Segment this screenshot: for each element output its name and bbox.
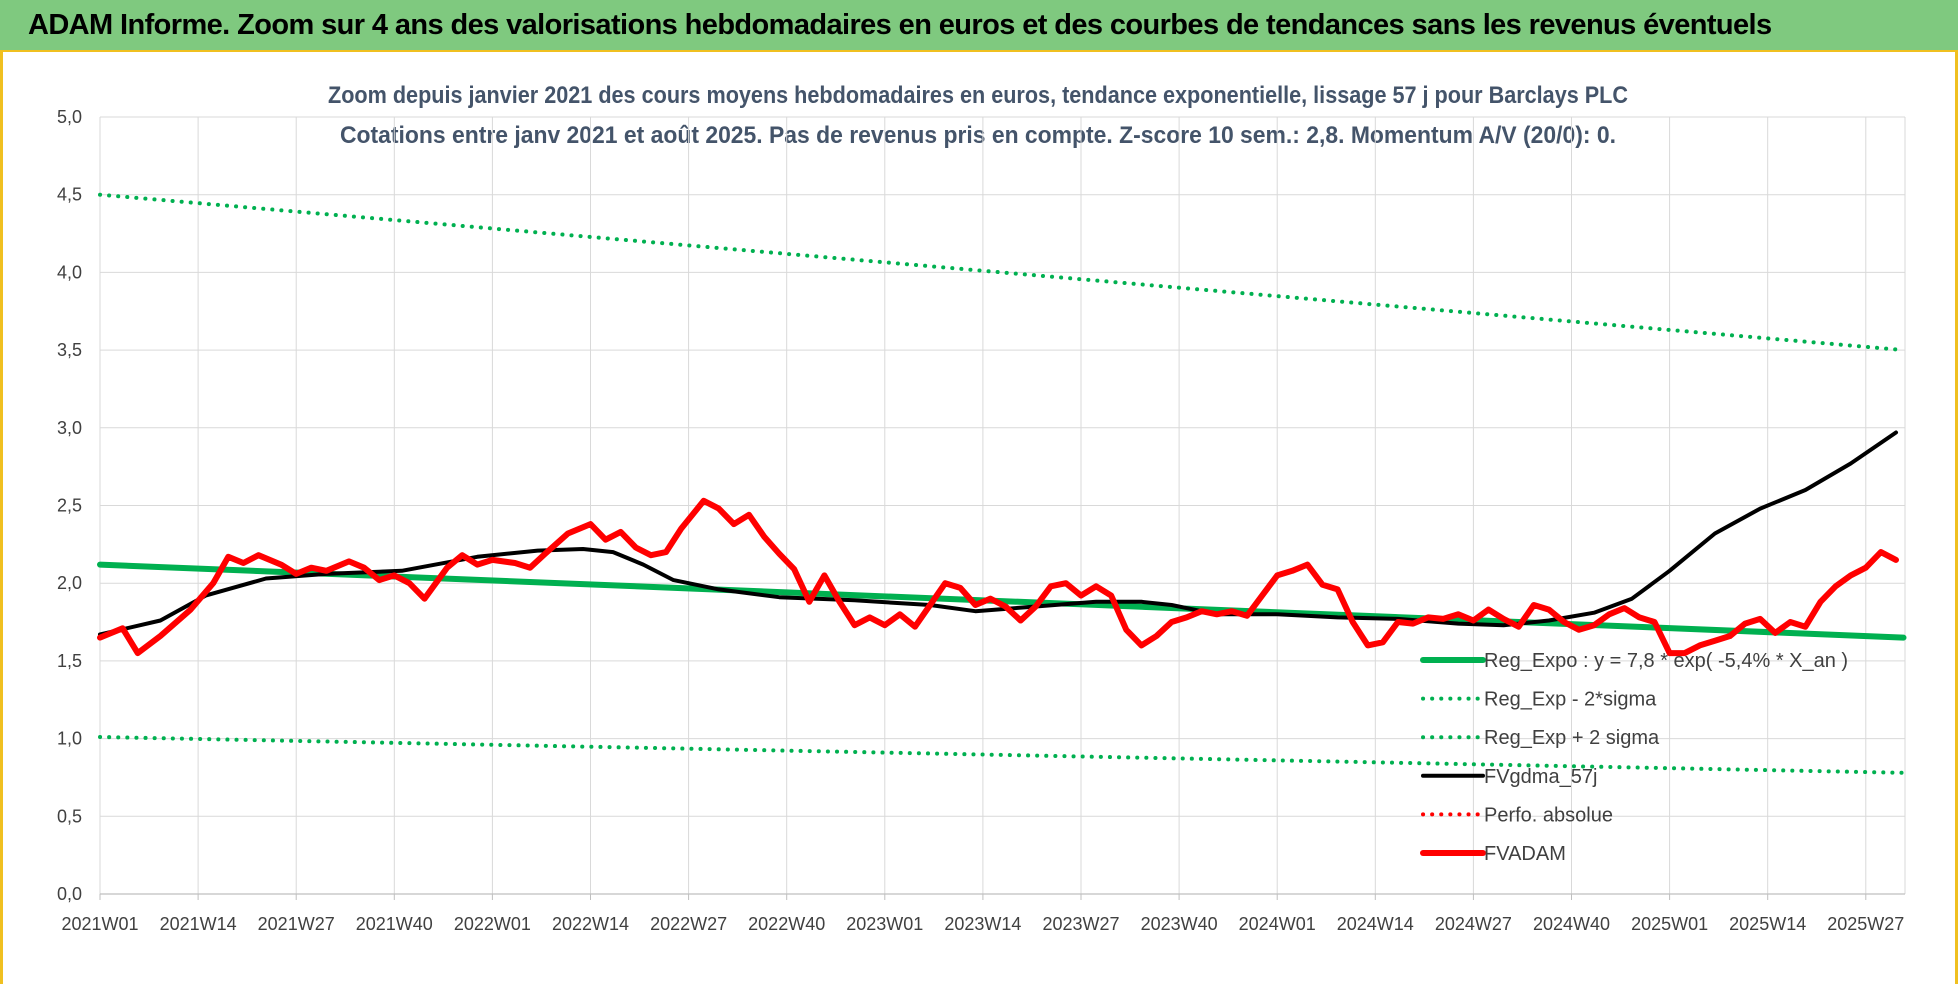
chart-subtitle: Cotations entre janv 2021 et août 2025. … [340,122,1616,149]
axes: 0,0 0,5 1,0 1,5 2,0 2,5 3,0 3,5 4,0 4,5 5,0 2021W01… [57,107,1905,934]
x-tick-label: 2024W40 [1533,914,1610,934]
legend-label-fvadam: FVADAM [1484,843,1566,865]
series-lines [97,192,1907,775]
x-tick-label: 2024W14 [1337,914,1414,934]
y-tick-label: 3,0 [57,418,82,438]
series-reg-exp-2-sigma-line [98,735,1906,775]
y-tick-label: 0,0 [57,884,82,904]
y-tick-label: 1,0 [57,729,82,749]
x-tick-label: 2025W14 [1729,914,1806,934]
x-tick-label: 2022W14 [552,914,629,934]
x-tick-label: 2023W14 [944,914,1021,934]
y-tick-label: 4,5 [57,185,82,205]
x-tick-label: 2021W27 [258,914,335,934]
y-tick-label: 2,5 [57,496,82,516]
x-tick-label: 2021W01 [61,914,138,934]
x-tick-label: 2021W14 [160,914,237,934]
x-tick-label: 2022W01 [454,914,531,934]
x-tick-label: 2025W27 [1827,914,1904,934]
x-tick-label: 2021W40 [356,914,433,934]
legend: Reg_Expo : y = 7,8 * exp( -5,4% * X_an )… [1420,650,1848,865]
x-tick-label: 2022W27 [650,914,727,934]
series-reg-exp-2-sigma-line [98,192,1906,353]
x-tick-label: 2024W27 [1435,914,1512,934]
x-tick-label: 2025W01 [1631,914,1708,934]
legend-label-reg-exp-2-sigma: Reg_Exp - 2*sigma [1484,689,1657,711]
chart-frame [0,52,1958,984]
x-tick-label: 2023W01 [846,914,923,934]
x-tick-label: 2024W01 [1239,914,1316,934]
legend-label-reg-expo-y-7-8-exp-5-4-x-an: Reg_Expo : y = 7,8 * exp( -5,4% * X_an ) [1484,650,1848,672]
legend-label-reg-exp-2-sigma: Reg_Exp + 2 sigma [1484,727,1660,749]
report-title: ADAM Informe. Zoom sur 4 ans des valoris… [28,9,1772,41]
legend-label-perfo-absolue: Perfo. absolue [1484,804,1613,826]
y-tick-label: 3,5 [57,340,82,360]
y-tick-label: 2,0 [57,573,82,593]
y-tick-label: 5,0 [57,107,82,127]
x-tick-label: 2023W40 [1141,914,1218,934]
legend-label-fvgdma-57j: FVgdma_57j [1484,766,1597,788]
y-tick-label: 1,5 [57,651,82,671]
chart-title: Zoom depuis janvier 2021 des cours moyen… [328,82,1628,109]
series-fvadam-line [97,497,1899,657]
y-tick-label: 4,0 [57,262,82,282]
y-tick-label: 0,5 [57,806,82,826]
report-header: ADAM Informe. Zoom sur 4 ans des valoris… [0,0,1958,52]
x-tick-label: 2023W27 [1042,914,1119,934]
grid [99,116,1906,895]
x-tick-label: 2022W40 [748,914,825,934]
